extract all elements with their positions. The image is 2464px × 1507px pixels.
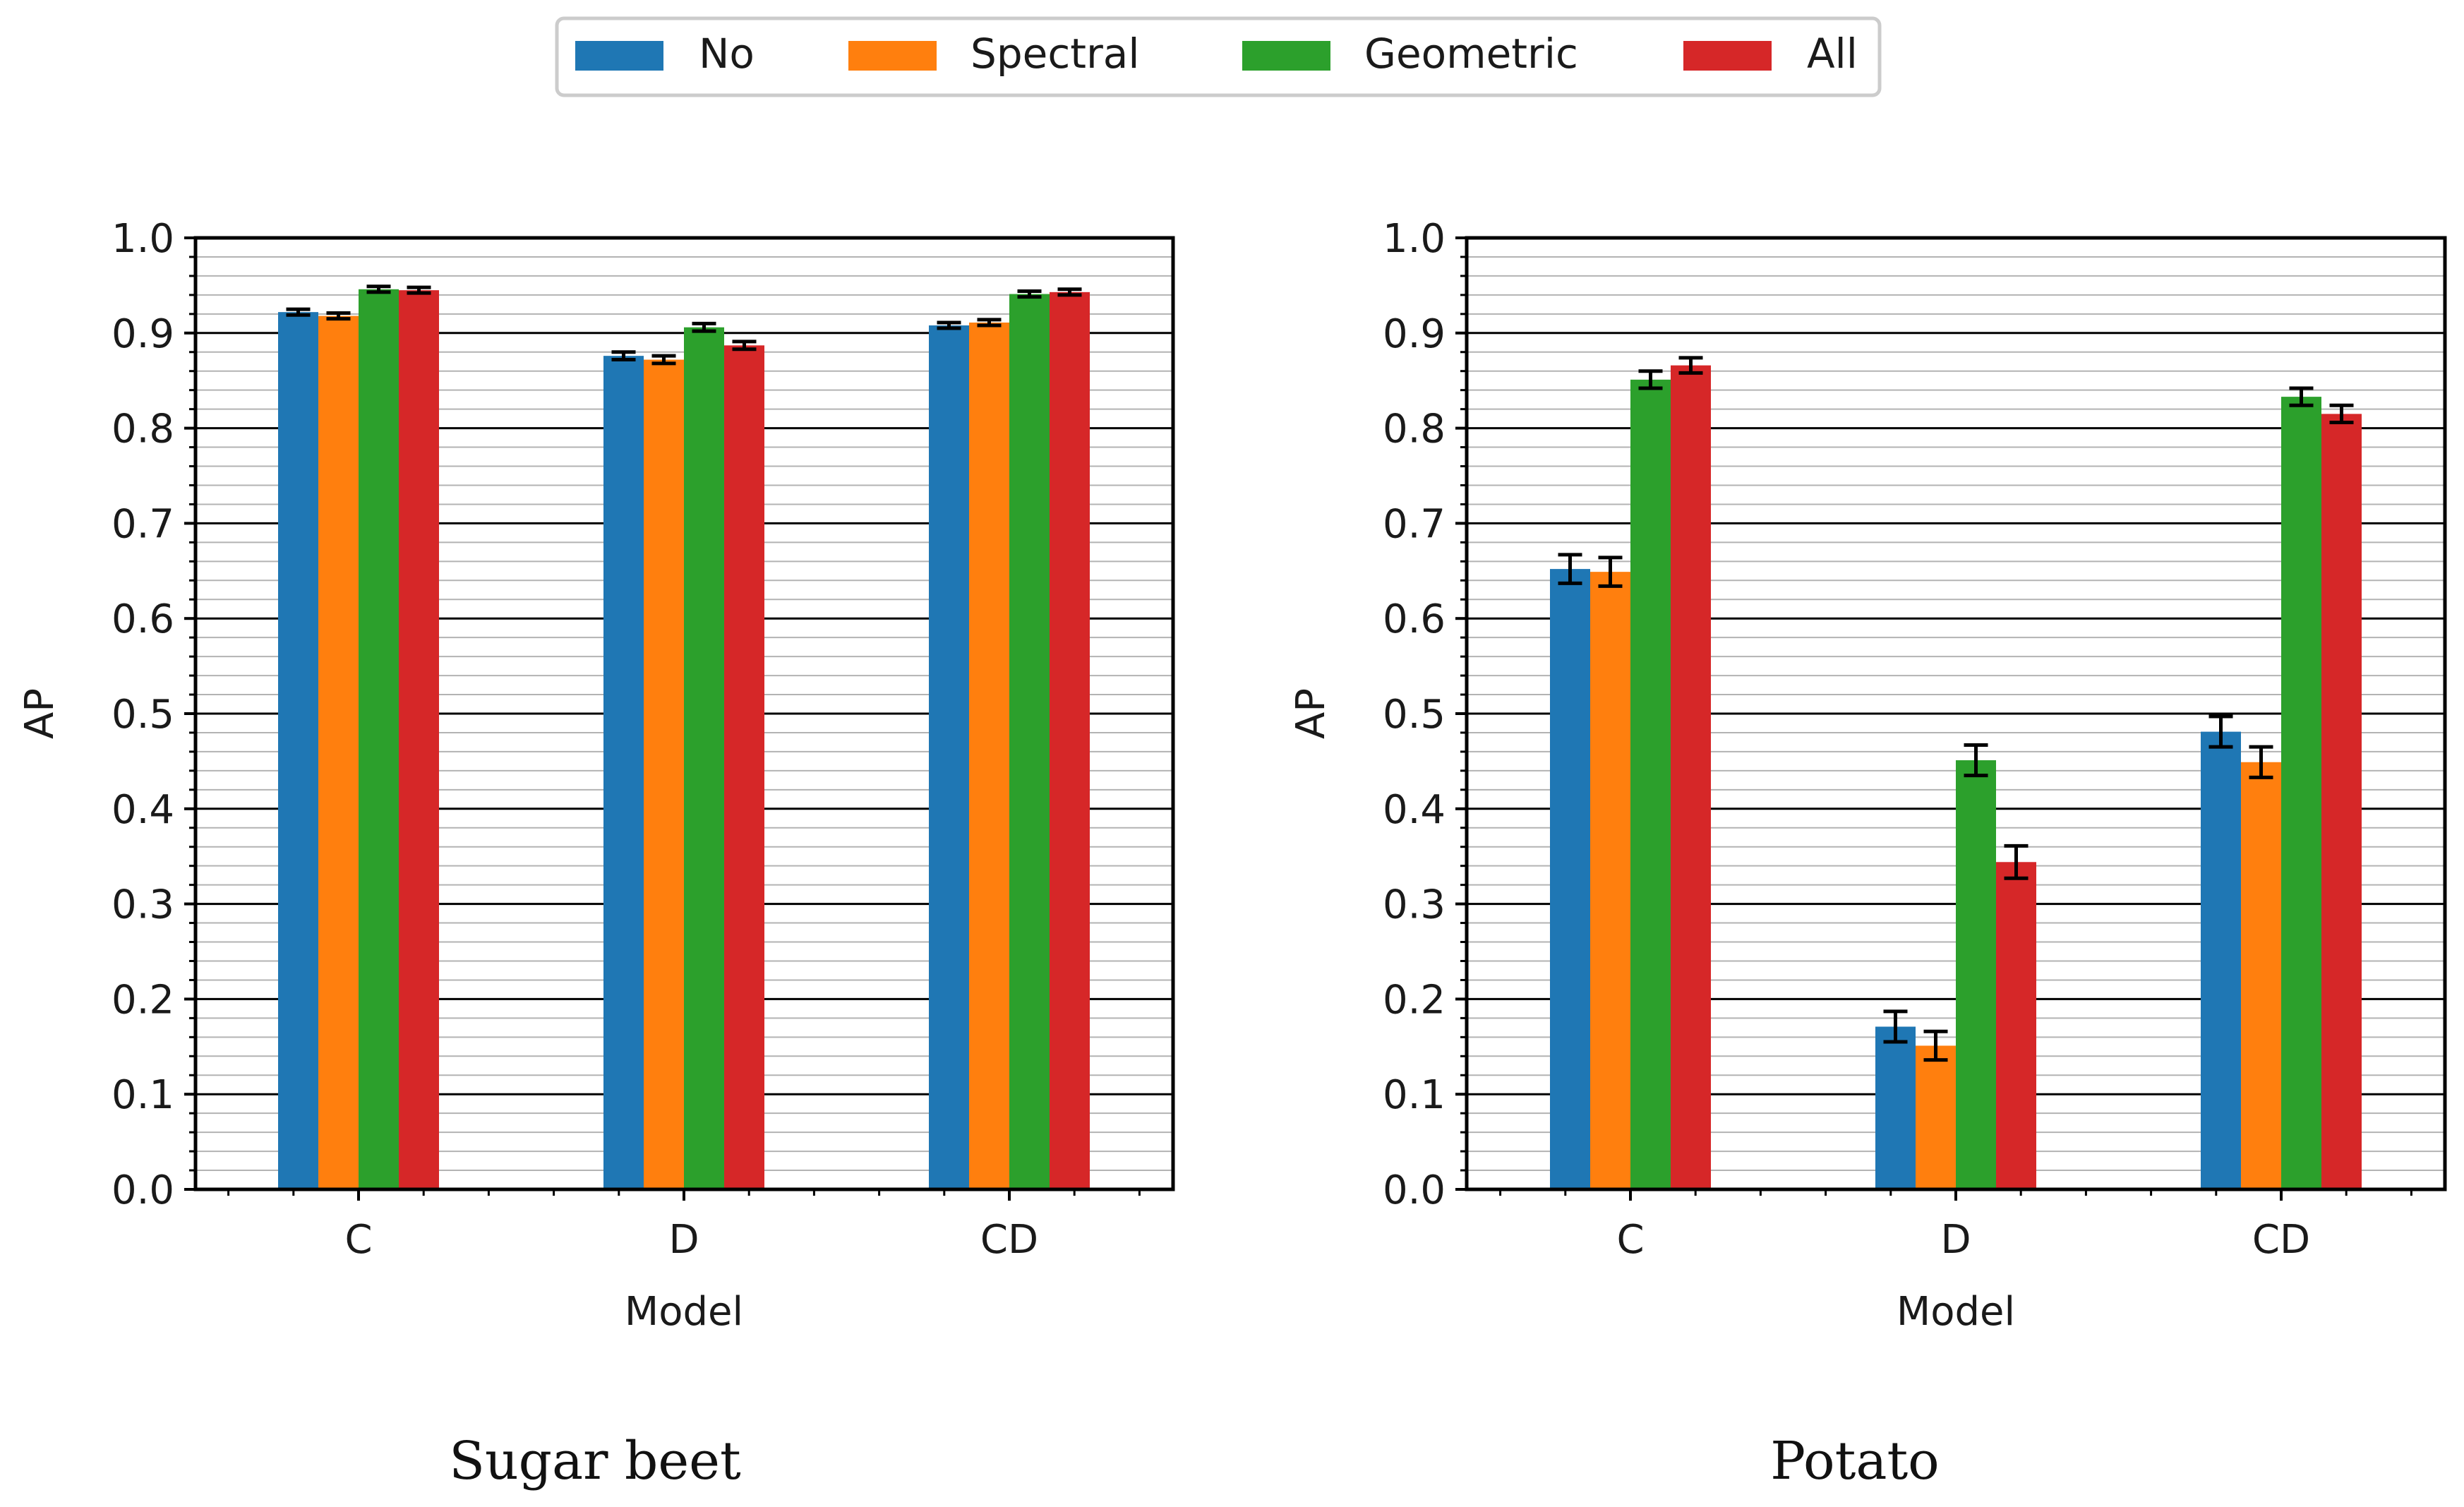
y-tick-label: 0.4 <box>1383 787 1446 833</box>
y-axis-label: AP <box>17 688 63 739</box>
bar-geometric-d <box>684 327 724 1189</box>
bar-spectral-cd <box>969 322 1009 1190</box>
legend-label-spectral: Spectral <box>970 30 1139 78</box>
y-tick-label: 0.6 <box>112 596 174 642</box>
y-tick-label: 0.5 <box>112 692 174 738</box>
y-tick-label: 0.8 <box>1383 407 1446 452</box>
bar-all-d <box>724 345 764 1190</box>
bar-no-cd <box>929 325 969 1189</box>
bar-all-cd <box>1050 292 1090 1190</box>
y-tick-label: 0.3 <box>112 882 174 928</box>
chart-sugar-beet: 0.00.10.20.30.40.50.60.70.80.91.0C D CD AP… <box>17 216 1175 1491</box>
y-tick-label: 0.2 <box>112 977 174 1023</box>
bar-all-c <box>399 290 439 1189</box>
legend: No Spectral Geometric All <box>555 16 1882 97</box>
x-tick-label: CD <box>980 1217 1038 1263</box>
bar-spectral-c <box>318 316 359 1189</box>
x-axis-label: Model <box>625 1289 743 1335</box>
bar-spectral-c <box>1590 572 1630 1189</box>
bar-spectral-cd <box>2241 762 2281 1189</box>
chart-caption: Sugar beet <box>449 1431 741 1491</box>
legend-label-all: All <box>1807 30 1858 78</box>
y-tick-label: 0.7 <box>112 501 174 547</box>
bar-no-cd <box>2201 731 2241 1189</box>
bar-geometric-c <box>359 289 399 1189</box>
y-axis-label: AP <box>1288 688 1334 739</box>
y-tick-label: 0.2 <box>1383 977 1446 1023</box>
y-tick-label: 0.1 <box>1383 1072 1446 1118</box>
x-axis-label: Model <box>1897 1289 2015 1335</box>
y-tick-label: 0.0 <box>112 1167 174 1213</box>
bar-no-c <box>278 312 318 1189</box>
y-tick-label: 0.9 <box>1383 311 1446 357</box>
y-tick-label: 0.8 <box>112 407 174 452</box>
x-tick-label: C <box>1616 1217 1644 1263</box>
chart-potato: 0.00.10.20.30.40.50.60.70.80.91.0C D CD AP… <box>1288 216 2447 1491</box>
chart-caption: Potato <box>1770 1431 1940 1491</box>
bar-geometric-c <box>1630 379 1671 1189</box>
bar-geometric-cd <box>1009 294 1050 1190</box>
y-tick-label: 0.0 <box>1383 1167 1446 1213</box>
y-tick-label: 1.0 <box>1383 216 1446 262</box>
bar-no-d <box>1875 1026 1916 1189</box>
y-tick-label: 0.6 <box>1383 596 1446 642</box>
legend-label-no: No <box>699 30 755 78</box>
y-tick-label: 0.7 <box>1383 501 1446 547</box>
legend-swatch-all <box>1683 41 1772 71</box>
y-tick-label: 0.1 <box>112 1072 174 1118</box>
legend-frame <box>555 16 1882 97</box>
legend-swatch-no <box>575 41 663 71</box>
x-tick-label: D <box>668 1217 699 1263</box>
bar-all-d <box>1996 862 2036 1189</box>
bar-no-d <box>603 356 644 1190</box>
y-tick-label: 0.5 <box>1383 692 1446 738</box>
bar-all-cd <box>2321 414 2362 1189</box>
legend-label-geometric: Geometric <box>1364 30 1578 78</box>
legend-swatch-spectral <box>848 41 937 71</box>
y-tick-label: 0.4 <box>112 787 174 833</box>
bar-spectral-d <box>1916 1045 1956 1189</box>
bar-geometric-cd <box>2281 397 2321 1190</box>
y-tick-label: 0.9 <box>112 311 174 357</box>
legend-swatch-geometric <box>1242 41 1330 71</box>
bar-no-c <box>1550 569 1590 1189</box>
x-tick-label: CD <box>2252 1217 2310 1263</box>
y-tick-label: 1.0 <box>112 216 174 262</box>
bar-spectral-d <box>644 359 684 1190</box>
bar-all-c <box>1671 365 1711 1189</box>
bar-geometric-d <box>1956 760 1996 1189</box>
x-tick-label: C <box>344 1217 372 1263</box>
x-tick-label: D <box>1940 1217 1971 1263</box>
y-tick-label: 0.3 <box>1383 882 1446 928</box>
